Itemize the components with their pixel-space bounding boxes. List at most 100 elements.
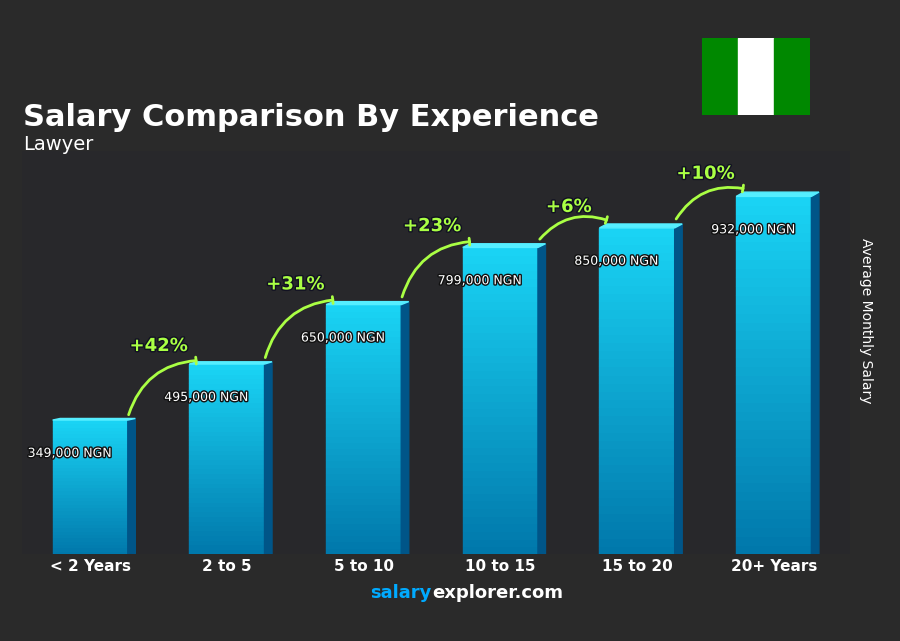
- Polygon shape: [189, 520, 265, 526]
- Polygon shape: [599, 529, 675, 538]
- Polygon shape: [189, 445, 265, 449]
- Polygon shape: [52, 501, 128, 504]
- Polygon shape: [326, 535, 401, 542]
- Polygon shape: [326, 529, 401, 535]
- Polygon shape: [52, 470, 128, 474]
- Polygon shape: [189, 392, 265, 397]
- Polygon shape: [326, 492, 401, 498]
- Polygon shape: [52, 419, 135, 420]
- Polygon shape: [736, 545, 812, 554]
- Polygon shape: [326, 404, 401, 411]
- Polygon shape: [599, 326, 675, 334]
- Polygon shape: [52, 514, 128, 517]
- Polygon shape: [326, 547, 401, 554]
- Polygon shape: [52, 544, 128, 547]
- Polygon shape: [599, 481, 675, 488]
- Polygon shape: [599, 269, 675, 277]
- Polygon shape: [52, 527, 128, 531]
- Polygon shape: [463, 294, 538, 301]
- Polygon shape: [599, 317, 675, 326]
- Polygon shape: [736, 536, 812, 545]
- Text: +10%: +10%: [677, 165, 734, 183]
- Polygon shape: [736, 304, 812, 313]
- Polygon shape: [599, 244, 675, 253]
- Polygon shape: [189, 374, 265, 378]
- Polygon shape: [736, 366, 812, 375]
- Text: 349,000 NGN: 349,000 NGN: [28, 447, 112, 460]
- Polygon shape: [326, 317, 401, 323]
- Polygon shape: [599, 260, 675, 269]
- Polygon shape: [326, 479, 401, 485]
- Polygon shape: [52, 517, 128, 520]
- Polygon shape: [52, 433, 128, 437]
- Polygon shape: [326, 498, 401, 504]
- Polygon shape: [189, 383, 265, 388]
- Polygon shape: [463, 416, 538, 424]
- Polygon shape: [326, 373, 401, 379]
- Polygon shape: [463, 309, 538, 317]
- Polygon shape: [463, 454, 538, 462]
- Polygon shape: [52, 534, 128, 537]
- Text: +23%: +23%: [403, 217, 461, 235]
- Polygon shape: [736, 223, 812, 232]
- Polygon shape: [599, 399, 675, 407]
- Polygon shape: [326, 510, 401, 517]
- Polygon shape: [52, 507, 128, 510]
- Polygon shape: [736, 268, 812, 277]
- Polygon shape: [189, 535, 265, 540]
- Polygon shape: [599, 456, 675, 464]
- Polygon shape: [52, 454, 128, 457]
- Polygon shape: [599, 334, 675, 342]
- Polygon shape: [736, 241, 812, 250]
- Polygon shape: [736, 474, 812, 483]
- Polygon shape: [52, 510, 128, 514]
- Polygon shape: [326, 302, 409, 304]
- Polygon shape: [736, 259, 812, 268]
- Polygon shape: [463, 424, 538, 431]
- Polygon shape: [463, 278, 538, 286]
- Polygon shape: [189, 454, 265, 459]
- Polygon shape: [189, 449, 265, 454]
- Polygon shape: [599, 342, 675, 350]
- Polygon shape: [326, 435, 401, 442]
- Polygon shape: [736, 492, 812, 501]
- Polygon shape: [326, 542, 401, 547]
- Polygon shape: [52, 520, 128, 524]
- Polygon shape: [463, 271, 538, 278]
- Polygon shape: [736, 518, 812, 527]
- Polygon shape: [52, 440, 128, 444]
- Polygon shape: [599, 513, 675, 521]
- Polygon shape: [463, 485, 538, 493]
- Polygon shape: [463, 531, 538, 538]
- Polygon shape: [189, 516, 265, 520]
- Text: +31%: +31%: [266, 276, 324, 294]
- Polygon shape: [326, 442, 401, 448]
- Text: +42%: +42%: [130, 337, 187, 355]
- Polygon shape: [189, 463, 265, 469]
- Polygon shape: [463, 385, 538, 393]
- Bar: [774, 38, 810, 115]
- Polygon shape: [52, 420, 128, 424]
- Polygon shape: [599, 228, 675, 236]
- Polygon shape: [599, 497, 675, 505]
- Polygon shape: [189, 497, 265, 502]
- Polygon shape: [52, 437, 128, 440]
- Polygon shape: [189, 362, 272, 364]
- Polygon shape: [599, 358, 675, 367]
- Polygon shape: [189, 506, 265, 512]
- Polygon shape: [736, 192, 819, 196]
- Polygon shape: [736, 501, 812, 509]
- Polygon shape: [52, 484, 128, 487]
- Polygon shape: [326, 323, 401, 329]
- Polygon shape: [599, 538, 675, 545]
- Polygon shape: [189, 407, 265, 412]
- Text: salary: salary: [371, 585, 432, 603]
- Polygon shape: [326, 485, 401, 492]
- Polygon shape: [599, 253, 675, 260]
- Polygon shape: [736, 465, 812, 474]
- Polygon shape: [189, 416, 265, 421]
- Polygon shape: [463, 393, 538, 401]
- Polygon shape: [736, 214, 812, 223]
- Polygon shape: [736, 277, 812, 286]
- Polygon shape: [736, 509, 812, 518]
